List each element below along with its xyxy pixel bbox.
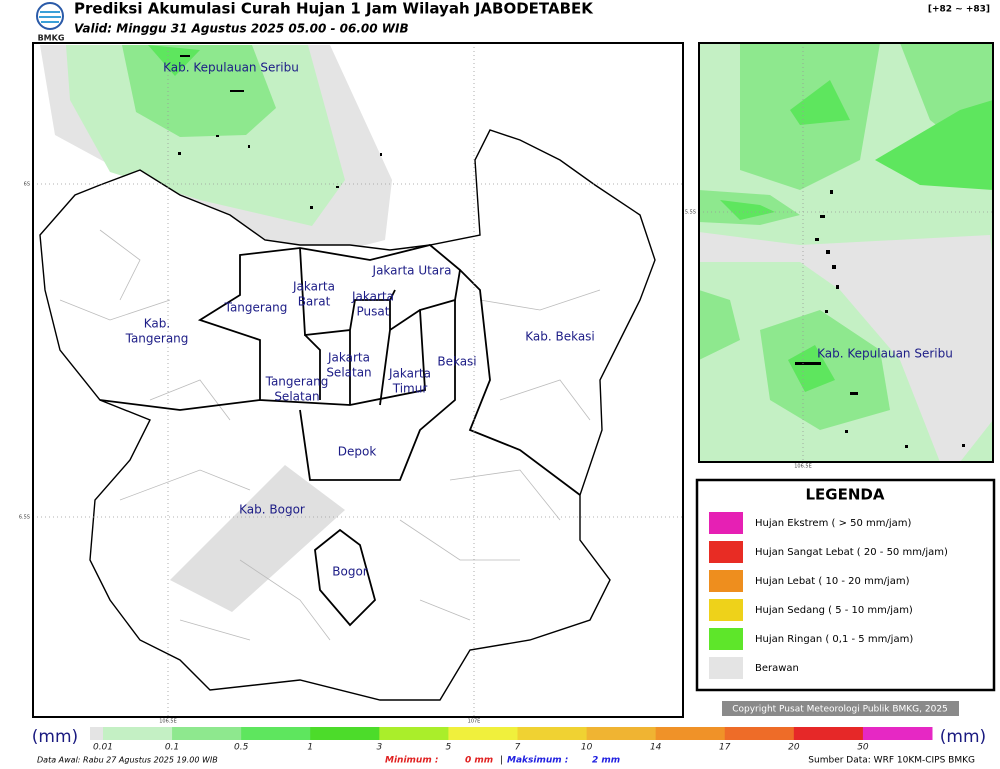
coord-label: 106.5E — [159, 719, 176, 725]
legend-title: LEGENDA — [806, 486, 885, 504]
colorbar-tick-label: 0.5 — [234, 743, 249, 753]
legend-label: Hujan Sangat Lebat ( 20 - 50 mm/jam) — [755, 547, 948, 558]
legend-swatch — [709, 628, 743, 650]
main-map — [33, 43, 683, 717]
legend-swatch — [709, 599, 743, 621]
coord-label: 5.5S — [685, 210, 696, 216]
region-label: Tangerang — [224, 301, 288, 315]
colorbar-segment — [310, 727, 380, 740]
legend-label: Hujan Ringan ( 0,1 - 5 mm/jam) — [755, 634, 913, 645]
region-label: Tangerang — [125, 332, 189, 346]
region-label: Jakarta Utara — [372, 264, 452, 278]
colorbar-segment — [793, 727, 864, 740]
inset-frame — [698, 42, 994, 463]
colorbar-tick-label: 50 — [857, 743, 869, 753]
colorbar-tick-label: 20 — [788, 743, 800, 753]
colorbar-tick-label: 14 — [650, 743, 662, 753]
legend-swatch — [709, 570, 743, 592]
legend-label: Berawan — [755, 663, 799, 674]
colorbar-segment — [862, 727, 933, 740]
colorbar-tick-label: 10 — [581, 743, 593, 753]
colorbar-segment — [724, 727, 795, 740]
colorbar-tick-label: 1 — [307, 743, 313, 753]
legend-label: Hujan Sedang ( 5 - 10 mm/jam) — [755, 605, 913, 616]
region-label: Kab. Bekasi — [525, 330, 595, 344]
legend-swatch — [709, 657, 743, 679]
coord-label: 6S — [24, 182, 30, 188]
region-labels: Kab. Kepulauan Seribu Jakarta Utara Jakart… — [125, 61, 595, 579]
data-awal: Data Awal: Rabu 27 Agustus 2025 19.00 WI… — [37, 756, 218, 765]
region-label: Jakarta — [292, 280, 335, 294]
colorbar-segment — [655, 727, 726, 740]
minimum-value: 0 mm — [465, 756, 493, 766]
colorbar-segment — [172, 727, 242, 740]
islands — [795, 190, 965, 448]
colorbar-segment — [90, 727, 103, 740]
region-label: Bogor — [332, 565, 368, 579]
region-label: Jakarta — [327, 351, 370, 365]
inset-map — [699, 43, 993, 462]
colorbar-tick-label: 3 — [376, 743, 382, 753]
region-label: Jakarta — [351, 290, 394, 304]
legend-label: Hujan Lebat ( 10 - 20 mm/jam) — [755, 576, 910, 587]
unit-label: (mm) — [32, 727, 78, 747]
coord-label: 106.5E — [794, 464, 811, 470]
colorbar-tick-label: 5 — [446, 743, 452, 753]
region-label: Selatan — [326, 366, 371, 380]
legend-box — [695, 478, 996, 692]
colorbar-segment — [379, 727, 449, 740]
colorbar-tick-label: 0.1 — [165, 743, 179, 753]
colorbar-segment — [586, 727, 657, 740]
legend-items: Hujan Ekstrem ( > 50 mm/jam) Hujan Sangat… — [709, 512, 948, 679]
inset-labels: Kab. Kepulauan Seribu — [817, 347, 953, 361]
legend-swatch — [709, 512, 743, 534]
minimum-label: Minimum : — [385, 756, 438, 766]
region-label: Depok — [338, 445, 377, 459]
unit-label: (mm) — [940, 727, 986, 747]
colorbar: 0.01 0.1 0.5 1 3 5 7 10 14 17 20 50 — [90, 727, 933, 753]
region-label: Pusat — [357, 305, 390, 319]
copyright-bg — [722, 701, 959, 716]
region-label: Barat — [298, 295, 331, 309]
code-range: [+82 ~ +83] — [928, 5, 990, 15]
colorbar-segment — [517, 727, 588, 740]
source: Sumber Data: WRF 10KM-CIPS BMKG — [808, 756, 975, 766]
region-label: Timur — [392, 382, 428, 396]
region-label: Jakarta — [388, 367, 431, 381]
subtitle: Valid: Minggu 31 Agustus 2025 05.00 - 06… — [74, 22, 409, 36]
region-label: Tangerang — [265, 375, 329, 389]
legend-swatch — [709, 541, 743, 563]
colorbar-tick-label: 17 — [719, 743, 731, 753]
region-label: Kab. Bogor — [239, 503, 305, 517]
legend-label: Hujan Ekstrem ( > 50 mm/jam) — [755, 518, 912, 529]
region-label: Kab. — [144, 317, 170, 331]
region-label: Bekasi — [437, 355, 476, 369]
colorbar-segment — [448, 727, 518, 740]
main-map-frame — [32, 42, 684, 718]
region-label: Selatan — [274, 390, 319, 404]
region-label: Kab. Kepulauan Seribu — [817, 347, 953, 361]
islands — [178, 55, 382, 209]
logo-text: BMKG — [38, 34, 65, 43]
colorbar-tick-label: 7 — [515, 743, 521, 753]
separator: | — [500, 756, 503, 766]
colorbar-tick-label: 0.01 — [93, 743, 113, 753]
title: Prediksi Akumulasi Curah Hujan 1 Jam Wil… — [74, 0, 594, 18]
copyright: Copyright Pusat Meteorologi Publik BMKG,… — [732, 705, 948, 715]
colorbar-segment — [241, 727, 311, 740]
maksimum-value: 2 mm — [592, 756, 620, 766]
bmkg-logo: BMKG — [36, 2, 65, 43]
coord-label: 6.5S — [19, 515, 30, 521]
colorbar-segment — [103, 727, 173, 740]
region-label: Kab. Kepulauan Seribu — [163, 61, 299, 75]
coord-label: 107E — [468, 719, 481, 725]
maksimum-label: Maksimum : — [507, 756, 568, 766]
